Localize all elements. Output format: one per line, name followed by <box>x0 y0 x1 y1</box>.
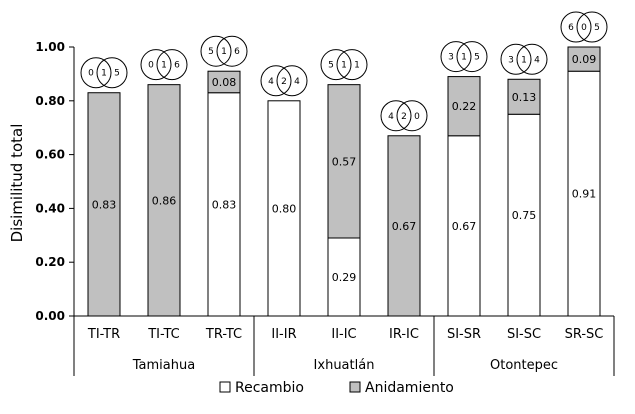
venn-value-left: 5 <box>208 47 214 57</box>
data-label-recambio: 0.83 <box>212 198 237 211</box>
venn-value-right: 1 <box>354 61 360 71</box>
venn-value-right: 6 <box>234 47 240 57</box>
x-category-label: IR-IC <box>389 327 419 342</box>
y-tick-label: 0.20 <box>35 255 65 269</box>
venn-value-shared: 1 <box>461 53 467 63</box>
venn-circle-left <box>560 11 592 43</box>
venn-circle-left <box>500 43 532 75</box>
bar-anidamiento <box>387 135 421 317</box>
venn-value-left: 3 <box>508 55 514 65</box>
data-label-anidamiento: 0.09 <box>572 53 597 66</box>
legend-label: Recambio <box>235 380 304 396</box>
data-label-anidamiento: 0.83 <box>92 198 117 211</box>
data-label-recambio: 0.75 <box>512 209 537 222</box>
venn-circle-left <box>200 35 232 67</box>
venn-value-left: 3 <box>448 53 454 63</box>
venn-circle-right <box>396 100 428 132</box>
x-category-label: TI-TR <box>87 327 120 342</box>
venn-value-left: 4 <box>268 77 274 87</box>
data-label-recambio: 0.67 <box>452 220 477 233</box>
y-tick-label: 0.60 <box>35 148 65 162</box>
venn-value-right: 5 <box>594 23 600 33</box>
group-label: Ixhuatlán <box>314 358 375 373</box>
x-category-label: SI-SR <box>447 327 481 342</box>
y-tick-label: 0.00 <box>35 309 65 323</box>
venn-value-left: 0 <box>148 61 154 71</box>
bar-anidamiento <box>207 70 241 94</box>
venn-value-shared: 1 <box>161 61 167 71</box>
group-label: Tamiahua <box>132 358 195 373</box>
data-label-recambio: 0.29 <box>332 271 357 284</box>
venn-value-right: 5 <box>114 69 120 79</box>
venn-circle-right <box>216 35 248 67</box>
venn-value-shared: 1 <box>101 69 107 79</box>
bar-recambio <box>567 70 601 317</box>
venn-value-right: 4 <box>294 77 300 87</box>
legend-swatch <box>349 381 361 393</box>
bar-anidamiento <box>507 78 541 115</box>
x-category-label: TR-TC <box>205 327 242 342</box>
legend-label: Anidamiento <box>365 380 454 396</box>
venn-value-right: 4 <box>534 55 540 65</box>
y-axis-label: Disimilitud total <box>8 124 26 243</box>
venn-circle-left <box>140 49 172 81</box>
venn-value-left: 5 <box>328 61 334 71</box>
group-label: Otontepec <box>490 358 558 373</box>
venn-value-left: 6 <box>568 23 574 33</box>
venn-circle-right <box>576 11 608 43</box>
x-category-label: SR-SC <box>565 327 604 342</box>
venn-value-shared: 2 <box>401 112 407 122</box>
venn-circle-right <box>456 41 488 73</box>
venn-value-left: 4 <box>388 112 394 122</box>
venn-circle-left <box>380 100 412 132</box>
venn-value-right: 5 <box>474 53 480 63</box>
data-label-anidamiento: 0.13 <box>512 91 537 104</box>
venn-value-right: 0 <box>414 112 420 122</box>
venn-value-left: 0 <box>88 69 94 79</box>
venn-circle-right <box>336 49 368 81</box>
x-category-label: II-IC <box>331 327 356 342</box>
data-label-anidamiento: 0.67 <box>392 220 417 233</box>
venn-circle-left <box>320 49 352 81</box>
data-label-anidamiento: 0.86 <box>152 194 177 207</box>
y-tick-label: 0.40 <box>35 201 65 215</box>
venn-circle-right <box>96 57 128 89</box>
x-category-label: II-IR <box>271 327 296 342</box>
bar-anidamiento <box>447 76 481 137</box>
venn-circle-left <box>260 65 292 97</box>
venn-value-shared: 1 <box>521 55 527 65</box>
venn-value-shared: 1 <box>221 47 227 57</box>
venn-circle-right <box>156 49 188 81</box>
venn-circle-left <box>80 57 112 89</box>
venn-value-right: 6 <box>174 61 180 71</box>
venn-value-shared: 2 <box>281 77 287 87</box>
venn-circle-right <box>516 43 548 75</box>
bar-anidamiento <box>87 92 121 317</box>
data-label-recambio: 0.80 <box>272 202 297 215</box>
legend-swatch <box>219 381 231 393</box>
bar-anidamiento <box>147 84 181 317</box>
data-label-anidamiento: 0.57 <box>332 155 357 168</box>
data-label-anidamiento: 0.22 <box>452 100 477 113</box>
bar-recambio <box>447 135 481 317</box>
y-tick-label: 0.80 <box>35 94 65 108</box>
bar-anidamiento <box>327 84 361 239</box>
data-label-anidamiento: 0.08 <box>212 76 237 89</box>
venn-circle-right <box>276 65 308 97</box>
bar-anidamiento <box>567 46 601 72</box>
venn-value-shared: 1 <box>341 61 347 71</box>
venn-circle-left <box>440 41 472 73</box>
data-label-recambio: 0.91 <box>572 188 597 201</box>
x-category-label: TI-TC <box>147 327 180 342</box>
y-tick-label: 1.00 <box>35 40 65 54</box>
x-category-label: SI-SC <box>507 327 541 342</box>
venn-value-shared: 0 <box>581 23 587 33</box>
